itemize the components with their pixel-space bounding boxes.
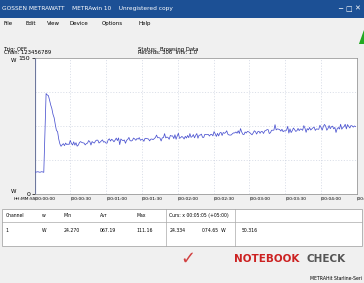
Text: |00:04:00: |00:04:00 (321, 197, 342, 201)
Text: Edit: Edit (25, 21, 36, 26)
Text: Status:  Browsing Data: Status: Browsing Data (138, 47, 199, 52)
Text: 24.334: 24.334 (169, 228, 185, 233)
FancyBboxPatch shape (0, 0, 364, 18)
Text: File: File (4, 21, 13, 26)
Text: |00:00:00: |00:00:00 (35, 197, 56, 201)
Text: Chan: 123456789: Chan: 123456789 (4, 50, 51, 55)
Text: Avr: Avr (100, 213, 108, 218)
Text: ✕: ✕ (354, 6, 360, 12)
Text: |00:03:00: |00:03:00 (249, 197, 270, 201)
Text: Help: Help (138, 21, 151, 26)
Text: W: W (42, 228, 47, 233)
Text: |00:04:30: |00:04:30 (357, 197, 364, 201)
Text: GOSSEN METRAWATT    METRAwin 10    Unregistered copy: GOSSEN METRAWATT METRAwin 10 Unregistere… (2, 6, 173, 11)
Text: 50.316: 50.316 (242, 228, 258, 233)
Text: METRAHit Starline-Seri: METRAHit Starline-Seri (310, 276, 362, 280)
Text: Trig: OFF: Trig: OFF (4, 47, 27, 52)
Text: W: W (11, 189, 16, 194)
Text: Curs: x 00:05:05 (+05:00): Curs: x 00:05:05 (+05:00) (169, 213, 229, 218)
Text: CHECK: CHECK (307, 254, 346, 264)
Text: ✓: ✓ (180, 250, 195, 268)
Text: Channel: Channel (5, 213, 24, 218)
Text: Records: 306  Intv: 1.0: Records: 306 Intv: 1.0 (138, 50, 197, 55)
FancyBboxPatch shape (2, 209, 362, 246)
Text: w: w (42, 213, 46, 218)
Text: 111.16: 111.16 (136, 228, 153, 233)
Text: |00:02:30: |00:02:30 (214, 197, 234, 201)
Polygon shape (359, 30, 364, 44)
Text: Options: Options (102, 21, 123, 26)
Text: View: View (47, 21, 60, 26)
Text: 067.19: 067.19 (100, 228, 116, 233)
Text: Max: Max (136, 213, 146, 218)
Text: |00:02:00: |00:02:00 (178, 197, 199, 201)
Text: |00:01:30: |00:01:30 (142, 197, 163, 201)
Text: W: W (11, 58, 16, 63)
Text: |00:01:00: |00:01:00 (106, 197, 127, 201)
Text: HH:MM:SS: HH:MM:SS (13, 197, 36, 201)
Text: 24.270: 24.270 (64, 228, 80, 233)
Text: |00:03:30: |00:03:30 (285, 197, 306, 201)
Text: □: □ (345, 6, 352, 12)
Text: ─: ─ (338, 6, 343, 12)
Text: Min: Min (64, 213, 72, 218)
Text: 074.65  W: 074.65 W (202, 228, 226, 233)
Text: 1: 1 (5, 228, 8, 233)
Text: |00:00:30: |00:00:30 (70, 197, 91, 201)
Text: Device: Device (69, 21, 88, 26)
Text: NOTEBOOK: NOTEBOOK (234, 254, 299, 264)
